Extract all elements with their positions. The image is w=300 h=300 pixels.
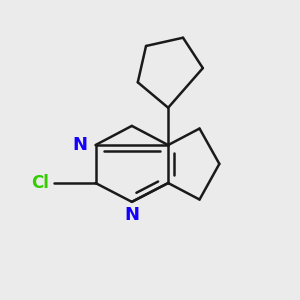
Text: Cl: Cl bbox=[32, 174, 49, 192]
Text: N: N bbox=[72, 136, 87, 154]
Text: N: N bbox=[124, 206, 139, 224]
